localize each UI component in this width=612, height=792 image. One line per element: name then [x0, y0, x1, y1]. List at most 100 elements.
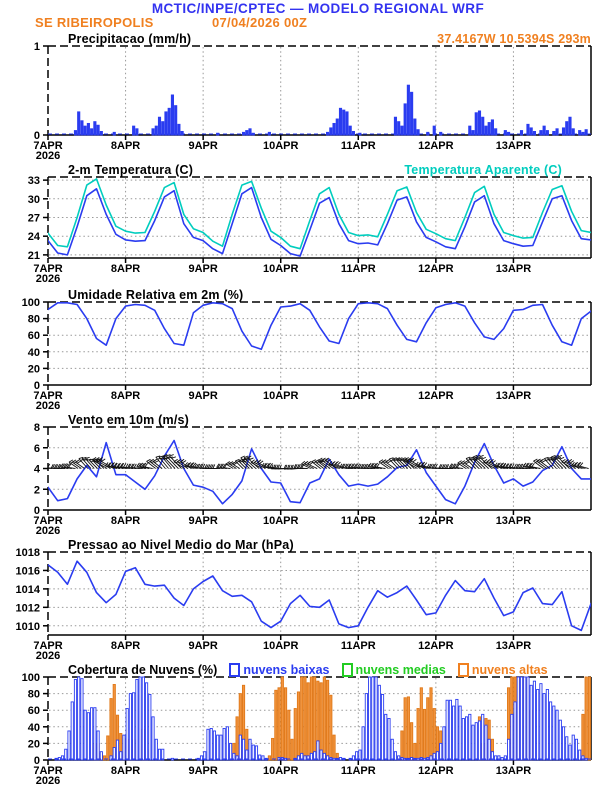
- svg-text:2026: 2026: [36, 273, 60, 285]
- svg-text:11APR: 11APR: [341, 263, 376, 275]
- run-datetime: 07/04/2026 00Z: [212, 15, 308, 30]
- svg-text:1014: 1014: [16, 584, 41, 596]
- svg-text:13APR: 13APR: [496, 515, 532, 527]
- mid-clouds-swatch-icon: [341, 663, 353, 677]
- svg-text:7APR: 7APR: [33, 765, 62, 777]
- svg-text:20: 20: [28, 363, 40, 375]
- svg-text:8APR: 8APR: [111, 390, 140, 402]
- svg-text:7APR: 7APR: [33, 640, 62, 652]
- svg-text:12APR: 12APR: [418, 390, 454, 402]
- svg-text:40: 40: [28, 722, 40, 734]
- svg-text:9APR: 9APR: [188, 140, 217, 152]
- svg-text:9APR: 9APR: [188, 640, 217, 652]
- panel-wind-title: Vento em 10m (m/s): [68, 413, 190, 427]
- svg-text:11APR: 11APR: [341, 140, 376, 152]
- svg-text:0: 0: [34, 130, 40, 142]
- svg-text:2026: 2026: [36, 525, 60, 537]
- panel-precipitation-title: Precipitacao (mm/h): [68, 32, 192, 46]
- svg-text:8APR: 8APR: [111, 140, 140, 152]
- svg-text:1012: 1012: [16, 602, 40, 614]
- svg-text:11APR: 11APR: [341, 640, 376, 652]
- legend-label: nuvens medias: [355, 663, 446, 677]
- svg-text:80: 80: [28, 689, 40, 701]
- svg-text:40: 40: [28, 347, 40, 359]
- svg-text:2026: 2026: [36, 150, 60, 162]
- svg-text:11APR: 11APR: [341, 390, 376, 402]
- panel-humidity-title: Umidade Relativa em 2m (%): [68, 288, 244, 302]
- svg-text:8APR: 8APR: [111, 640, 140, 652]
- svg-text:13APR: 13APR: [496, 390, 532, 402]
- svg-text:11APR: 11APR: [341, 765, 376, 777]
- svg-text:2026: 2026: [36, 775, 60, 787]
- svg-text:7APR: 7APR: [33, 263, 62, 275]
- svg-text:13APR: 13APR: [496, 765, 532, 777]
- svg-text:7APR: 7APR: [33, 515, 62, 527]
- svg-text:0: 0: [34, 755, 40, 767]
- svg-text:9APR: 9APR: [188, 515, 217, 527]
- svg-text:1: 1: [34, 41, 40, 53]
- svg-text:8APR: 8APR: [111, 765, 140, 777]
- svg-text:7APR: 7APR: [33, 140, 62, 152]
- high-clouds-swatch-icon: [457, 663, 469, 677]
- svg-text:9APR: 9APR: [188, 765, 217, 777]
- svg-text:10APR: 10APR: [263, 765, 299, 777]
- svg-text:12APR: 12APR: [418, 640, 454, 652]
- svg-text:2: 2: [34, 484, 40, 496]
- svg-text:100: 100: [22, 672, 40, 684]
- svg-text:8APR: 8APR: [111, 263, 140, 275]
- svg-text:12APR: 12APR: [418, 765, 454, 777]
- svg-text:12APR: 12APR: [418, 263, 454, 275]
- svg-text:1018: 1018: [16, 547, 40, 559]
- legend-label: nuvens altas: [471, 663, 548, 677]
- svg-text:10APR: 10APR: [263, 515, 299, 527]
- station-name: SE RIBEIROPOLIS: [35, 15, 154, 30]
- svg-text:10APR: 10APR: [263, 140, 299, 152]
- svg-text:100: 100: [22, 297, 40, 309]
- svg-text:8APR: 8APR: [111, 515, 140, 527]
- svg-text:2026: 2026: [36, 650, 60, 662]
- page-title: MCTIC/INPE/CPTEC — MODELO REGIONAL WRF: [151, 1, 485, 16]
- svg-text:6: 6: [34, 443, 40, 455]
- panel-clouds-title: Cobertura de Nuvens (%): [68, 663, 218, 677]
- svg-text:7APR: 7APR: [33, 390, 62, 402]
- legend-label: nuvens baixas: [243, 663, 330, 677]
- svg-text:9APR: 9APR: [188, 263, 217, 275]
- svg-text:60: 60: [28, 330, 40, 342]
- svg-text:10APR: 10APR: [263, 263, 299, 275]
- svg-text:13APR: 13APR: [496, 140, 532, 152]
- svg-text:1016: 1016: [16, 565, 40, 577]
- svg-text:2026: 2026: [36, 400, 60, 412]
- svg-text:11APR: 11APR: [341, 515, 376, 527]
- legend-nuvens-medias: nuvens medias: [341, 663, 446, 677]
- svg-text:21: 21: [28, 250, 40, 262]
- svg-text:27: 27: [28, 213, 40, 225]
- svg-text:10APR: 10APR: [263, 390, 299, 402]
- svg-text:13APR: 13APR: [496, 640, 532, 652]
- panel-pressure-title: Pressao ao Nivel Medio do Mar (hPa): [68, 538, 294, 552]
- panel-temperature-title: 2-m Temperatura (C): [68, 163, 194, 177]
- apparent-temperature-label: Temperatura Aparente (C): [404, 163, 562, 177]
- svg-text:0: 0: [34, 505, 40, 517]
- svg-text:8: 8: [34, 422, 40, 434]
- svg-text:10APR: 10APR: [263, 640, 299, 652]
- station-coordinates: 37.4167W 10.5394S 293m: [437, 32, 591, 46]
- svg-text:80: 80: [28, 314, 40, 326]
- low-clouds-swatch-icon: [229, 663, 241, 677]
- svg-text:20: 20: [28, 738, 40, 750]
- svg-text:24: 24: [28, 231, 41, 243]
- svg-text:33: 33: [28, 175, 40, 187]
- legend-nuvens-baixas: nuvens baixas: [229, 663, 330, 677]
- svg-text:1010: 1010: [16, 621, 40, 633]
- svg-text:0: 0: [34, 380, 40, 392]
- svg-text:12APR: 12APR: [418, 515, 454, 527]
- svg-text:4: 4: [34, 464, 41, 476]
- svg-text:12APR: 12APR: [418, 140, 454, 152]
